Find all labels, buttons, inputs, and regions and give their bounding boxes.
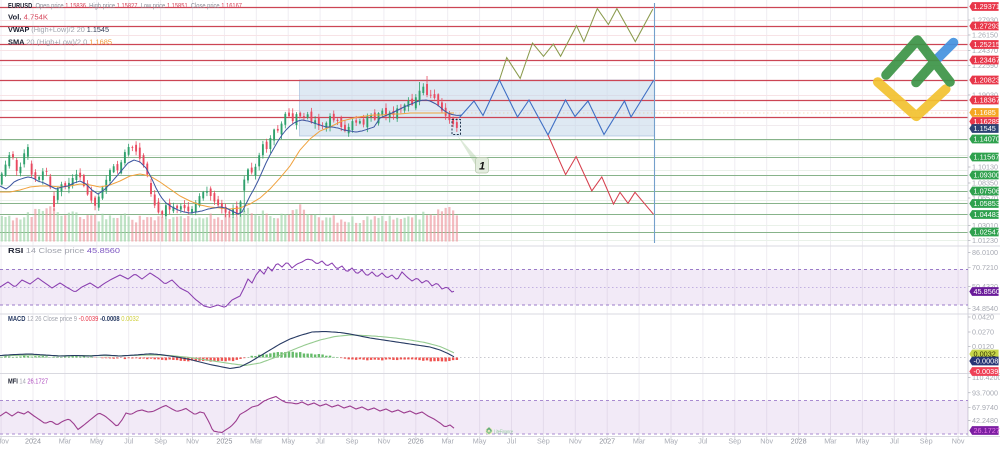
svg-text:May: May: [664, 437, 678, 446]
svg-text:1.25215: 1.25215: [974, 40, 1000, 49]
svg-text:1.24370: 1.24370: [972, 46, 998, 55]
svg-text:LiteFinance: LiteFinance: [494, 430, 513, 436]
svg-text:86.0100: 86.0100: [972, 248, 998, 257]
svg-text:1.10130: 1.10130: [972, 163, 998, 172]
svg-text:1.04483: 1.04483: [974, 210, 1000, 219]
svg-text:2025: 2025: [216, 437, 232, 446]
svg-text:110.4200: 110.4200: [972, 373, 1000, 382]
svg-text:1.07506: 1.07506: [974, 187, 1000, 196]
svg-text:-0.0039: -0.0039: [974, 367, 999, 376]
svg-text:50.4320: 50.4320: [972, 282, 998, 291]
svg-text:1.27930: 1.27930: [972, 16, 998, 25]
svg-text:Sep: Sep: [537, 437, 550, 446]
svg-text:93.7000: 93.7000: [972, 388, 998, 397]
svg-text:SMA 20 (High+Low)/2 0 1.1685: SMA 20 (High+Low)/2 0 1.1685: [8, 38, 112, 47]
svg-text:1.29371: 1.29371: [974, 2, 1000, 11]
svg-text:1.16289: 1.16289: [974, 117, 1000, 126]
svg-text:67.9740: 67.9740: [972, 403, 998, 412]
svg-text:Mar: Mar: [633, 437, 646, 446]
svg-text:Mar: Mar: [442, 437, 455, 446]
svg-text:2027: 2027: [599, 437, 615, 446]
svg-text:Jul: Jul: [124, 437, 134, 446]
svg-text:Nov: Nov: [760, 437, 773, 446]
svg-text:1.1545: 1.1545: [974, 124, 996, 133]
svg-text:1.06570: 1.06570: [972, 194, 998, 203]
svg-text:1.01230: 1.01230: [972, 236, 998, 245]
svg-text:Jul: Jul: [698, 437, 708, 446]
svg-text:May: May: [90, 437, 104, 446]
svg-text:26.1727: 26.1727: [974, 426, 1000, 435]
svg-text:1.27293: 1.27293: [974, 22, 1000, 31]
svg-text:Sep: Sep: [346, 437, 359, 446]
svg-text:2024: 2024: [25, 437, 41, 446]
svg-text:2026: 2026: [408, 437, 424, 446]
svg-text:Nov: Nov: [569, 437, 582, 446]
svg-text:Sep: Sep: [154, 437, 167, 446]
svg-text:1.20823: 1.20823: [974, 76, 1000, 85]
svg-text:Nov: Nov: [186, 437, 199, 446]
svg-text:70.7210: 70.7210: [972, 263, 998, 272]
svg-text:34.8540: 34.8540: [972, 304, 998, 313]
svg-text:0.0420: 0.0420: [972, 313, 994, 322]
svg-text:45.8560: 45.8560: [974, 287, 1000, 296]
svg-text:-0.0008: -0.0008: [974, 357, 999, 366]
svg-text:1.18367: 1.18367: [974, 96, 1000, 105]
svg-text:Nov: Nov: [378, 437, 391, 446]
svg-text:Nov: Nov: [0, 437, 9, 446]
svg-text:Mar: Mar: [59, 437, 72, 446]
svg-text:2028: 2028: [791, 437, 807, 446]
svg-text:1.19030: 1.19030: [972, 91, 998, 100]
svg-text:MACD 12 26 Close price 9 -0.00: MACD 12 26 Close price 9 -0.0039 -0.0008…: [8, 314, 139, 323]
svg-text:0.0270: 0.0270: [972, 328, 994, 337]
svg-text:May: May: [856, 437, 870, 446]
svg-text:1.03010: 1.03010: [972, 221, 998, 230]
svg-text:1.23467: 1.23467: [974, 56, 1000, 65]
svg-text:1.09300: 1.09300: [974, 171, 1000, 180]
svg-text:1.02547: 1.02547: [974, 228, 1000, 237]
svg-text:VWAP (High+Low)/2 20 1.1545: VWAP (High+Low)/2 20 1.1545: [8, 25, 109, 34]
svg-text:1.22590: 1.22590: [972, 61, 998, 70]
svg-text:May: May: [473, 437, 487, 446]
svg-text:Sep: Sep: [728, 437, 741, 446]
svg-text:1.26150: 1.26150: [972, 31, 998, 40]
svg-text:0.0032: 0.0032: [974, 350, 996, 359]
svg-text:Sep: Sep: [920, 437, 933, 446]
svg-text:EURUSD Open price 1.15836 Hi: EURUSD Open price 1.15836 High price 1.1…: [8, 1, 242, 10]
svg-text:Jul: Jul: [315, 437, 325, 446]
svg-text:1.1685: 1.1685: [974, 108, 996, 117]
svg-text:1.05853: 1.05853: [974, 199, 1000, 208]
svg-text:RSI 14 Close price 45.8560: RSI 14 Close price 45.8560: [8, 246, 120, 255]
svg-text:Vol. 4.754K: Vol. 4.754K: [8, 13, 48, 22]
svg-text:1.11567: 1.11567: [974, 153, 1000, 162]
svg-text:1: 1: [479, 161, 485, 173]
svg-text:Jul: Jul: [890, 437, 900, 446]
svg-text:42.2480: 42.2480: [972, 416, 998, 425]
svg-text:Mar: Mar: [250, 437, 263, 446]
svg-text:MFI 14 26.1727: MFI 14 26.1727: [8, 377, 48, 386]
svg-text:Jul: Jul: [507, 437, 517, 446]
svg-text:Nov: Nov: [952, 437, 965, 446]
svg-text:May: May: [281, 437, 295, 446]
svg-text:0.0120: 0.0120: [972, 342, 994, 351]
svg-text:1.14070: 1.14070: [974, 135, 1000, 144]
svg-text:1.08350: 1.08350: [972, 179, 998, 188]
svg-text:Mar: Mar: [824, 437, 837, 446]
